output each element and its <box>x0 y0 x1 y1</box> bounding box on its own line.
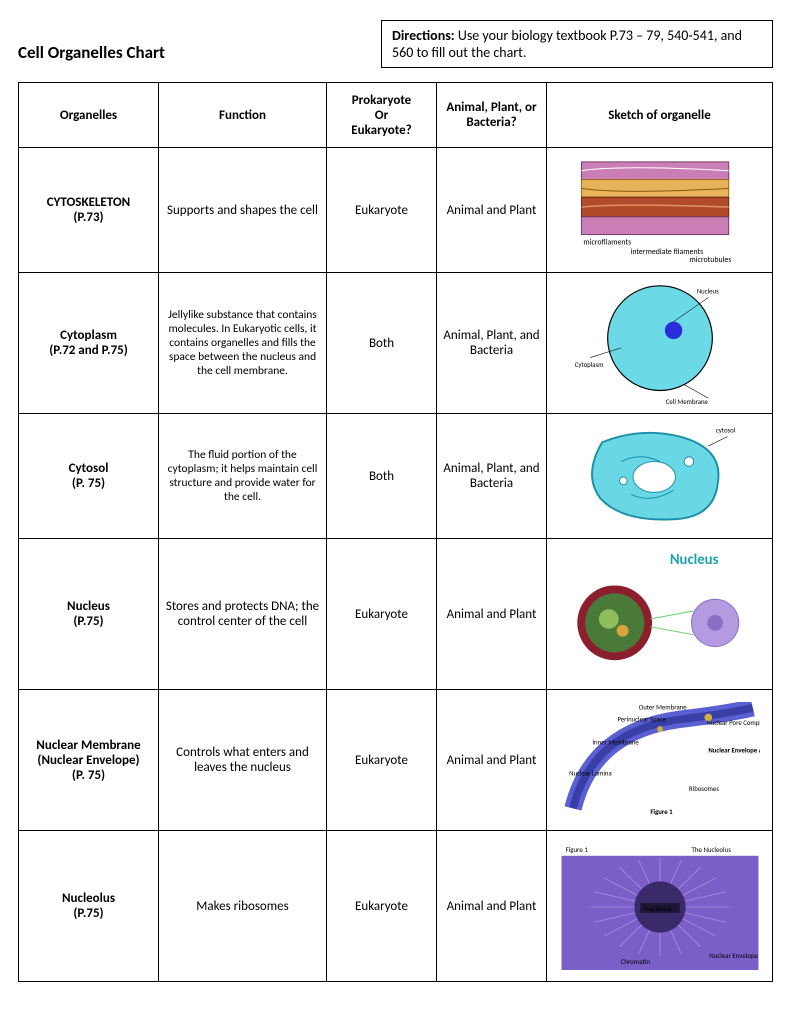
animal-plant-cell: Animal and Plant <box>437 690 547 831</box>
sketch-cell: cytosol <box>547 414 773 539</box>
table-row: Nucleus (P.75) Stores and protects DNA; … <box>19 539 773 690</box>
sketch-box: Nucleus <box>553 550 766 678</box>
organelle-cell: Cytosol (P. 75) <box>19 414 159 539</box>
svg-text:The Nucleolus: The Nucleolus <box>691 845 731 854</box>
organelle-name: Nucleolus <box>62 891 115 906</box>
organelle-name: Nucleus <box>67 599 110 614</box>
sketch-box: Nucleus Cytoplasm Cell Membrane <box>553 280 766 406</box>
animal-plant-cell: Animal and Plant <box>437 148 547 273</box>
function-cell: Jellylike substance that contains molecu… <box>159 273 327 414</box>
svg-text:Nuclear Envelope: Nuclear Envelope <box>709 951 758 960</box>
svg-text:Figure 1: Figure 1 <box>650 808 673 816</box>
sketch-cell: Figure 1 The Nucleolus Nucleolus Chromat… <box>547 831 773 982</box>
col-header-pk-euk: Prokaryote Or Eukaryote? <box>327 83 437 148</box>
organelle-page: (P.75) <box>25 614 152 629</box>
svg-text:Perinuclear Space: Perinuclear Space <box>617 715 666 723</box>
pk-euk-cell: Eukaryote <box>327 539 437 690</box>
col-header-function: Function <box>159 83 327 148</box>
sketch-cell: Nucleus Cytoplasm Cell Membrane <box>547 273 773 414</box>
svg-text:Nucleus: Nucleus <box>696 288 718 296</box>
sketch-cell: Nucleus <box>547 539 773 690</box>
function-cell: Makes ribosomes <box>159 831 327 982</box>
svg-text:cytosol: cytosol <box>715 427 735 435</box>
organelle-name: Nuclear Membrane (Nuclear Envelope) <box>36 738 140 768</box>
pk-euk-cell: Both <box>327 414 437 539</box>
svg-text:Chromatin: Chromatin <box>620 957 650 966</box>
col-header-organelles: Organelles <box>19 83 159 148</box>
table-row: CYTOSKELETON (P.73) Supports and shapes … <box>19 148 773 273</box>
svg-text:Nuclear Lamina: Nuclear Lamina <box>569 769 612 777</box>
function-cell: Controls what enters and leaves the nucl… <box>159 690 327 831</box>
organelle-name: Cytoplasm <box>60 328 117 343</box>
header-row: Cell Organelles Chart Directions: Use yo… <box>18 20 773 68</box>
animal-plant-cell: Animal, Plant, and Bacteria <box>437 414 547 539</box>
organelle-page: (P. 75) <box>25 476 152 491</box>
organelle-page: (P. 75) <box>25 768 152 783</box>
pk-euk-cell: Both <box>327 273 437 414</box>
table-row: Nucleolus (P.75) Makes ribosomes Eukaryo… <box>19 831 773 982</box>
organelle-page: (P.72 and P.75) <box>25 343 152 358</box>
svg-text:Outer Membrane: Outer Membrane <box>638 704 687 712</box>
sketch-box: microfilaments intermediate filaments mi… <box>553 156 766 264</box>
table-body: CYTOSKELETON (P.73) Supports and shapes … <box>19 148 773 982</box>
organelles-table: Organelles Function Prokaryote Or Eukary… <box>18 82 773 982</box>
sketch-box: cytosol <box>553 423 766 529</box>
organelle-cell: Cytoplasm (P.72 and P.75) <box>19 273 159 414</box>
animal-plant-cell: Animal and Plant <box>437 539 547 690</box>
sketch-cell: microfilaments intermediate filaments mi… <box>547 148 773 273</box>
directions-label: Directions: <box>392 27 455 44</box>
animal-plant-cell: Animal, Plant, and Bacteria <box>437 273 547 414</box>
table-row: Cytosol (P. 75) The fluid portion of the… <box>19 414 773 539</box>
svg-text:Cell Membrane: Cell Membrane <box>665 398 708 406</box>
svg-text:microfilaments: microfilaments <box>583 238 631 247</box>
table-row: Nuclear Membrane (Nuclear Envelope) (P. … <box>19 690 773 831</box>
col-header-animal-plant: Animal, Plant, or Bacteria? <box>437 83 547 148</box>
svg-text:Nuclear Envelope Anatomy: Nuclear Envelope Anatomy <box>708 746 760 754</box>
organelle-cell: Nuclear Membrane (Nuclear Envelope) (P. … <box>19 690 159 831</box>
svg-text:Inner Membrane: Inner Membrane <box>592 739 639 747</box>
sketch-cell: Outer Membrane Perinuclear Space Inner M… <box>547 690 773 831</box>
function-cell: Stores and protects DNA; the control cen… <box>159 539 327 690</box>
svg-text:Nucleolus: Nucleolus <box>644 904 672 913</box>
pk-euk-cell: Eukaryote <box>327 148 437 273</box>
sketch-box: Figure 1 The Nucleolus Nucleolus Chromat… <box>553 842 766 970</box>
directions-box: Directions: Use your biology textbook P.… <box>381 20 773 68</box>
organelle-cell: Nucleus (P.75) <box>19 539 159 690</box>
organelle-cell: CYTOSKELETON (P.73) <box>19 148 159 273</box>
table-header: Organelles Function Prokaryote Or Eukary… <box>19 83 773 148</box>
svg-text:Figure 1: Figure 1 <box>565 845 588 854</box>
sketch-box: Outer Membrane Perinuclear Space Inner M… <box>553 702 766 818</box>
svg-text:Cytoplasm: Cytoplasm <box>574 361 603 369</box>
col-header-sketch: Sketch of organelle <box>547 83 773 148</box>
svg-text:Nuclear Pore Complex: Nuclear Pore Complex <box>706 719 760 727</box>
svg-text:Ribosomes: Ribosomes <box>689 785 719 793</box>
pk-euk-cell: Eukaryote <box>327 690 437 831</box>
function-cell: Supports and shapes the cell <box>159 148 327 273</box>
organelle-page: (P.73) <box>25 210 152 225</box>
svg-text:microtubules: microtubules <box>689 256 731 264</box>
table-row: Cytoplasm (P.72 and P.75) Jellylike subs… <box>19 273 773 414</box>
organelle-page: (P.75) <box>25 906 152 921</box>
svg-text:Nucleus: Nucleus <box>669 550 718 568</box>
organelle-cell: Nucleolus (P.75) <box>19 831 159 982</box>
animal-plant-cell: Animal and Plant <box>437 831 547 982</box>
organelle-name: CYTOSKELETON <box>47 195 130 210</box>
pk-euk-cell: Eukaryote <box>327 831 437 982</box>
function-cell: The fluid portion of the cytoplasm; it h… <box>159 414 327 539</box>
page-title: Cell Organelles Chart <box>18 42 165 63</box>
organelle-name: Cytosol <box>69 461 109 476</box>
